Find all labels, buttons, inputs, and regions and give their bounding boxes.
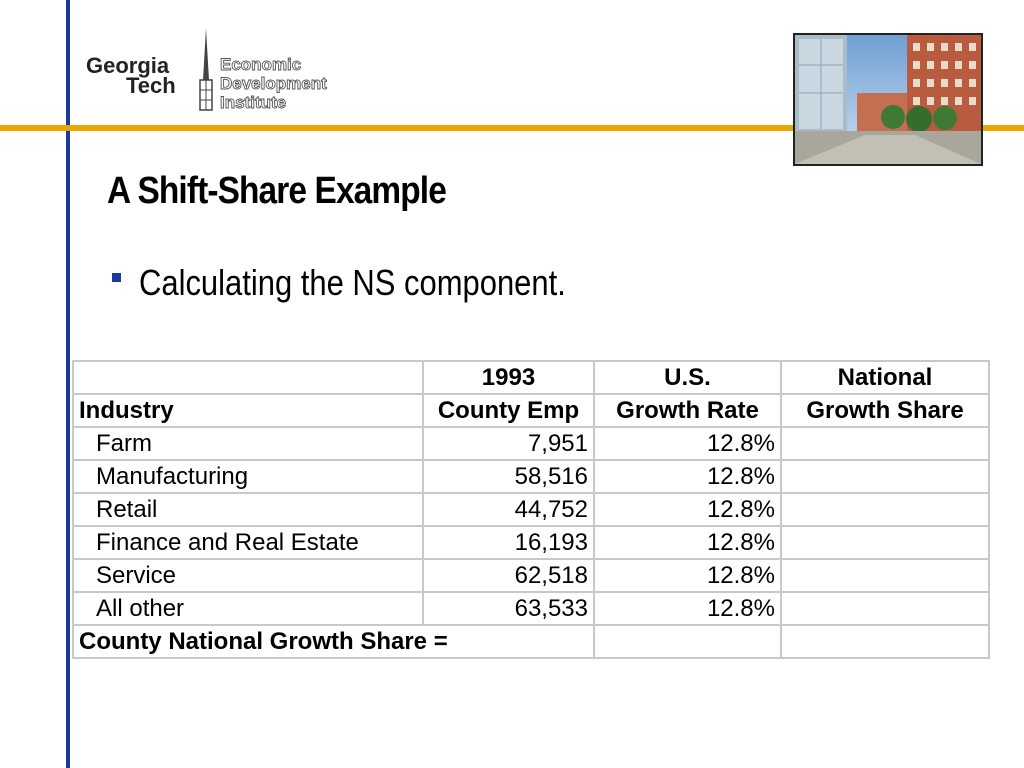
logo-institute-line-3: Institute [220, 93, 286, 112]
table-header-row: 1993 U.S. National [72, 360, 990, 395]
table-row: Service 62,518 12.8% [72, 558, 990, 593]
growth-share-cell [780, 426, 990, 461]
growth-rate-cell: 12.8% [593, 525, 782, 560]
county-emp-cell: 58,516 [422, 459, 595, 494]
table-row: Manufacturing 58,516 12.8% [72, 459, 990, 494]
header-cell: 1993 [422, 360, 595, 395]
square-bullet-icon [112, 272, 121, 282]
left-accent-line [66, 0, 70, 768]
growth-rate-cell: 12.8% [593, 426, 782, 461]
header-cell: County Emp [422, 393, 595, 428]
header-cell: U.S. [593, 360, 782, 395]
campus-building-photo [793, 33, 983, 166]
table-total-row: County National Growth Share = [72, 624, 990, 659]
table-header-row: Industry County Emp Growth Rate Growth S… [72, 393, 990, 428]
industry-cell: Finance and Real Estate [72, 525, 424, 560]
table-row: Finance and Real Estate 16,193 12.8% [72, 525, 990, 560]
growth-share-cell [780, 492, 990, 527]
growth-rate-cell: 12.8% [593, 459, 782, 494]
bullet-text: Calculating the NS component. [139, 262, 567, 303]
industry-cell: Farm [72, 426, 424, 461]
county-emp-cell: 16,193 [422, 525, 595, 560]
header-cell: Industry [72, 393, 424, 428]
total-value-cell [780, 624, 990, 659]
empty-cell [593, 624, 782, 659]
header-cell: National [780, 360, 990, 395]
georgia-tech-edi-logo: Georgia Tech Economic Development Instit… [86, 28, 328, 112]
table-row: All other 63,533 12.8% [72, 591, 990, 626]
county-emp-cell: 62,518 [422, 558, 595, 593]
growth-share-cell [780, 558, 990, 593]
header-accent-bar [0, 125, 1024, 131]
header-cell: Growth Share [780, 393, 990, 428]
logo-georgia-text: Georgia [86, 53, 170, 78]
bullet-item: Calculating the NS component. [112, 262, 636, 304]
growth-rate-cell: 12.8% [593, 591, 782, 626]
logo-institute-line-2: Development [220, 74, 327, 93]
county-emp-cell: 7,951 [422, 426, 595, 461]
industry-cell: Retail [72, 492, 424, 527]
county-emp-cell: 63,533 [422, 591, 595, 626]
growth-share-cell [780, 459, 990, 494]
county-emp-cell: 44,752 [422, 492, 595, 527]
growth-rate-cell: 12.8% [593, 558, 782, 593]
growth-share-cell [780, 591, 990, 626]
industry-cell: Service [72, 558, 424, 593]
header-cell: Growth Rate [593, 393, 782, 428]
logo-institute-line-1: Economic [220, 55, 301, 74]
header-cell [72, 360, 424, 395]
logo-tech-text: Tech [126, 73, 176, 98]
table-row: Retail 44,752 12.8% [72, 492, 990, 527]
total-label-cell: County National Growth Share = [72, 624, 595, 659]
growth-share-cell [780, 525, 990, 560]
shift-share-table: 1993 U.S. National Industry County Emp G… [72, 360, 990, 659]
growth-rate-cell: 12.8% [593, 492, 782, 527]
logo-spire-icon [199, 28, 213, 111]
slide-title: A Shift-Share Example [107, 170, 447, 212]
industry-cell: All other [72, 591, 424, 626]
table-row: Farm 7,951 12.8% [72, 426, 990, 461]
industry-cell: Manufacturing [72, 459, 424, 494]
